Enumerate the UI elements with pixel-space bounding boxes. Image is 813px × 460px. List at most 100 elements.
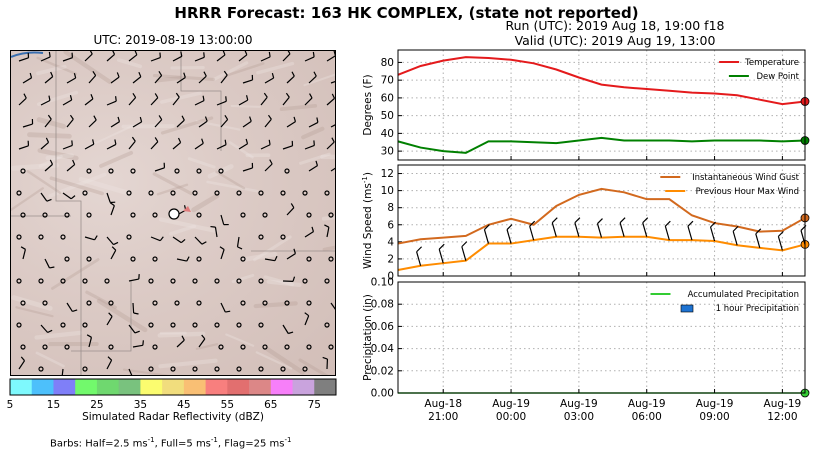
wind-barb	[44, 118, 52, 128]
calm-marker	[130, 256, 136, 262]
wind-barb-flag	[316, 117, 319, 123]
wind-barb	[66, 302, 73, 312]
wind-barb	[62, 99, 72, 106]
wind-barb	[150, 56, 161, 62]
calm-marker	[82, 366, 88, 372]
calm-marker	[262, 344, 268, 350]
wind-barb	[128, 324, 136, 334]
wind-barb	[260, 56, 271, 62]
wind-barb-flag	[49, 159, 54, 165]
calm-marker	[192, 366, 198, 372]
calm-marker	[38, 278, 44, 284]
wind-barb	[574, 222, 580, 237]
calm-marker	[16, 190, 22, 196]
wind-barb-flag	[132, 93, 137, 98]
calm-marker	[170, 366, 176, 372]
wind-barb	[194, 236, 203, 245]
colorbar-swatch	[140, 379, 163, 395]
reflectivity-colorbar: 5 15 25 35 45 55 65 75	[7, 378, 337, 411]
wind-barb	[22, 249, 27, 260]
wind-barb-flag	[114, 139, 117, 145]
terrain-ridge	[256, 61, 295, 75]
wind-barb	[330, 80, 335, 84]
wind-barb	[326, 97, 335, 106]
calm-marker	[174, 300, 180, 306]
wind-barb	[194, 100, 205, 106]
wind-barb-flag	[92, 139, 95, 145]
wind-barb	[88, 75, 97, 84]
terrain-ridge	[206, 180, 259, 193]
x-tick-label-time: 21:00	[428, 411, 458, 423]
wind-barb	[326, 227, 330, 238]
wind-barb	[326, 141, 335, 150]
wind-barb	[110, 205, 115, 216]
calm-marker	[214, 190, 220, 196]
calm-marker	[240, 256, 246, 262]
wind-barb	[110, 121, 120, 128]
calm-marker	[152, 344, 158, 350]
wind-barb	[286, 121, 296, 128]
calm-marker	[236, 278, 242, 284]
wind-barb	[18, 97, 27, 106]
calm-marker	[126, 190, 132, 196]
terrain-ridge	[212, 61, 249, 81]
wind-barb-flag	[20, 246, 26, 250]
terrain-ridge	[230, 104, 261, 108]
wind-barb-flag	[20, 356, 25, 362]
terrain-ridge	[155, 76, 182, 83]
station-marker	[168, 208, 180, 220]
calm-marker	[324, 322, 330, 328]
wind-barb-flag	[313, 71, 317, 77]
wind-barb-flag	[92, 70, 97, 76]
legend-entry-label: Accumulated Precipitation	[688, 290, 799, 300]
wind-barb	[330, 124, 335, 128]
wind-barb	[176, 339, 185, 348]
y-tick-label: 0.06	[371, 321, 395, 333]
colorbar-tick-label: 25	[90, 399, 103, 411]
x-tick-label-date: Aug-19	[764, 398, 802, 410]
wind-barb	[106, 53, 115, 62]
terrain-ridge	[160, 91, 202, 104]
wind-barb	[88, 119, 97, 128]
y-axis-label: Degrees (F)	[362, 74, 374, 135]
x-tick-label-date: Aug-19	[492, 398, 530, 410]
wind-barb	[62, 144, 73, 150]
terrain-ridge	[265, 346, 305, 375]
wind-barb-flag	[48, 51, 51, 58]
calm-marker	[240, 212, 246, 218]
wind-barb-flag	[267, 114, 272, 120]
terrain-ridge	[195, 343, 219, 350]
radar-map[interactable]	[10, 50, 336, 376]
terrain-ridge	[301, 126, 325, 140]
chart-legend: Temperature Dew Point	[719, 58, 800, 82]
wind-barb-flag	[687, 220, 694, 227]
y-tick-label: 40	[381, 128, 394, 140]
y-tick-label: 0.02	[371, 365, 394, 377]
terrain-ridge	[11, 295, 53, 311]
terrain-ridge	[152, 172, 193, 196]
wind-barb-flag	[293, 116, 297, 122]
wind-barb	[44, 163, 53, 172]
calm-marker	[64, 212, 70, 218]
wind-barb-flag	[158, 115, 163, 120]
colorbar-swatch	[31, 379, 54, 395]
wind-barb	[687, 225, 693, 241]
terrain-ridge	[37, 148, 79, 161]
wind-barb-flag	[116, 72, 120, 78]
calm-marker	[16, 322, 22, 328]
wind-barb	[551, 222, 557, 237]
calm-marker	[20, 212, 26, 218]
wind-barb	[44, 258, 51, 269]
colorbar-swatch	[292, 379, 315, 395]
wind-barb-flag	[46, 198, 52, 202]
calm-marker	[258, 190, 264, 196]
wind-barb	[40, 324, 49, 333]
wind-barb	[66, 118, 74, 128]
calm-marker	[86, 256, 92, 262]
wind-barb	[61, 368, 64, 375]
wind-barb	[777, 236, 783, 251]
calm-marker	[82, 278, 88, 284]
wind-barb-flag	[202, 95, 205, 101]
y-tick-label: 0.08	[371, 299, 394, 311]
